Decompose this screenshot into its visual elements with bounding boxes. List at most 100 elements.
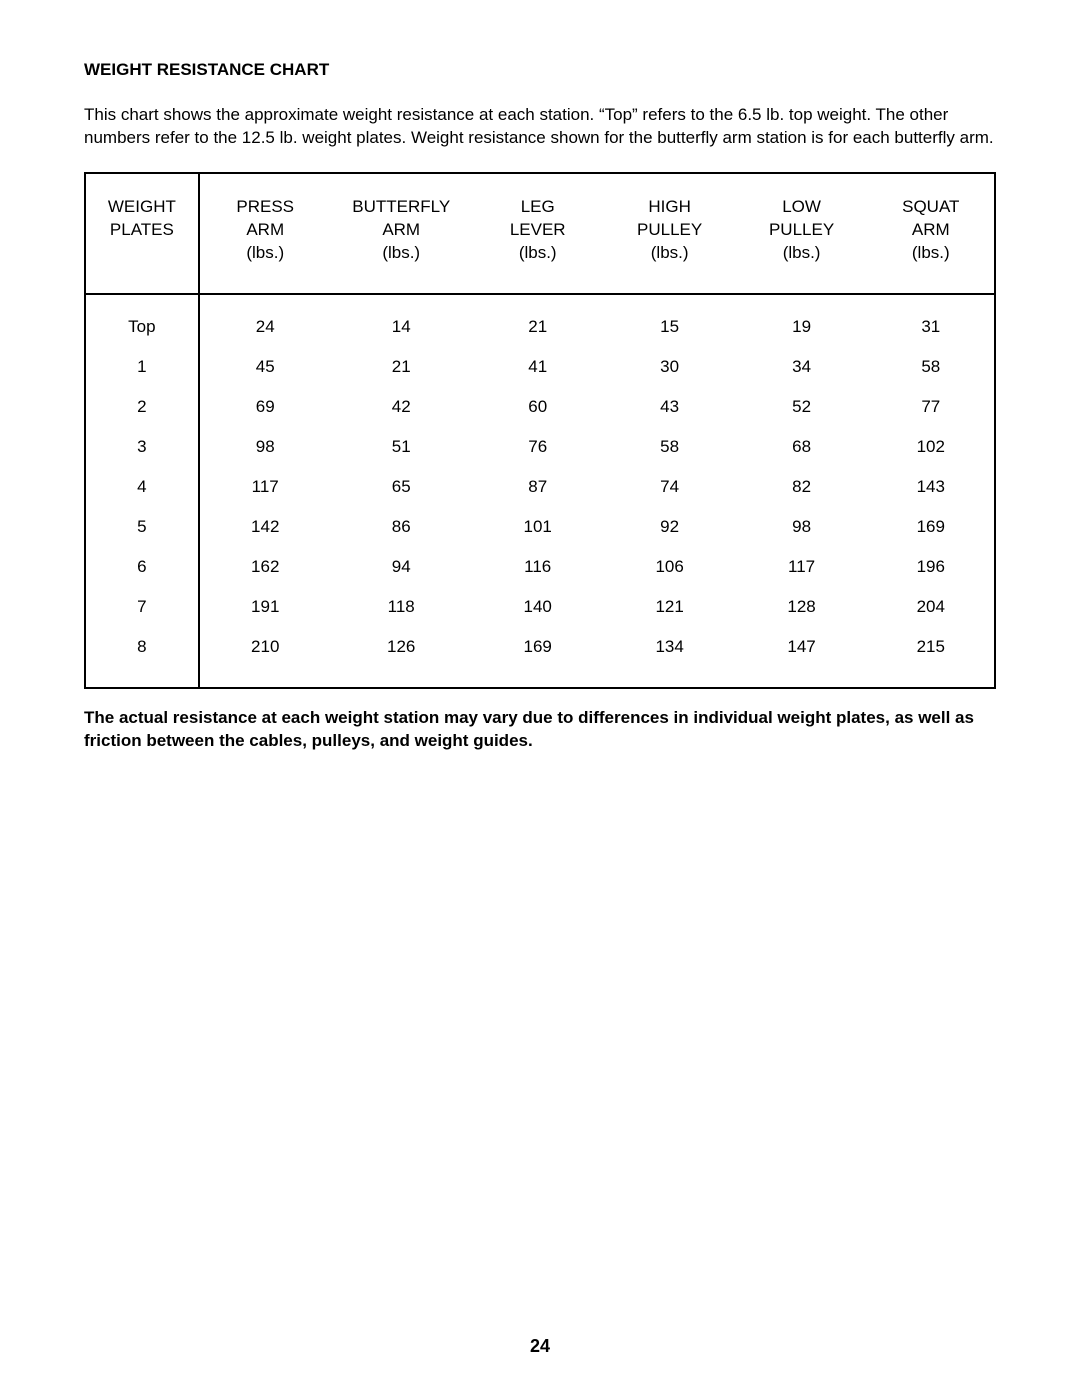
table-cell: 31 (868, 294, 995, 347)
table-cell: 87 (472, 467, 604, 507)
table-cell: 7 (85, 587, 199, 627)
table-cell: 126 (331, 627, 472, 688)
header-line: (lbs.) (246, 243, 284, 262)
header-line: LOW (782, 197, 821, 216)
table-cell: 21 (331, 347, 472, 387)
table-cell: 1 (85, 347, 199, 387)
header-line: WEIGHT (108, 197, 176, 216)
table-cell: 41 (472, 347, 604, 387)
header-line: HIGH (648, 197, 691, 216)
table-cell: 86 (331, 507, 472, 547)
table-row: 411765877482143 (85, 467, 995, 507)
table-cell: 43 (604, 387, 736, 427)
table-cell: 191 (199, 587, 331, 627)
table-cell: 98 (736, 507, 868, 547)
table-row: 8210126169134147215 (85, 627, 995, 688)
table-header-cell: BUTTERFLY ARM (lbs.) (331, 173, 472, 294)
header-line: PLATES (110, 220, 174, 239)
weight-resistance-table: WEIGHT PLATES PRESS ARM (lbs.) BUTTERFLY… (84, 172, 996, 689)
table-cell: 169 (868, 507, 995, 547)
table-cell: 76 (472, 427, 604, 467)
table-row: 39851765868102 (85, 427, 995, 467)
table-cell: 140 (472, 587, 604, 627)
page-number: 24 (0, 1336, 1080, 1357)
table-header-row: WEIGHT PLATES PRESS ARM (lbs.) BUTTERFLY… (85, 173, 995, 294)
chart-intro: This chart shows the approximate weight … (84, 104, 996, 150)
header-line: (lbs.) (912, 243, 950, 262)
table-cell: 128 (736, 587, 868, 627)
table-row: 1452141303458 (85, 347, 995, 387)
table-cell: 69 (199, 387, 331, 427)
header-line: PRESS (236, 197, 294, 216)
table-header-cell: LOW PULLEY (lbs.) (736, 173, 868, 294)
header-line: LEG (521, 197, 555, 216)
table-cell: 98 (199, 427, 331, 467)
header-line: ARM (246, 220, 284, 239)
header-line: ARM (382, 220, 420, 239)
table-cell: 58 (604, 427, 736, 467)
table-cell: 45 (199, 347, 331, 387)
table-cell: 6 (85, 547, 199, 587)
table-cell: 14 (331, 294, 472, 347)
header-line: (lbs.) (519, 243, 557, 262)
header-line: (lbs.) (651, 243, 689, 262)
table-cell: 121 (604, 587, 736, 627)
table-header-cell: LEG LEVER (lbs.) (472, 173, 604, 294)
table-header-cell: HIGH PULLEY (lbs.) (604, 173, 736, 294)
table-cell: 8 (85, 627, 199, 688)
header-line: BUTTERFLY (352, 197, 450, 216)
table-cell: 4 (85, 467, 199, 507)
table-cell: 116 (472, 547, 604, 587)
table-header-cell: PRESS ARM (lbs.) (199, 173, 331, 294)
table-cell: 19 (736, 294, 868, 347)
table-cell: 74 (604, 467, 736, 507)
table-cell: 24 (199, 294, 331, 347)
table-cell: 118 (331, 587, 472, 627)
table-cell: 58 (868, 347, 995, 387)
header-line: LEVER (510, 220, 566, 239)
table-cell: 101 (472, 507, 604, 547)
header-line: PULLEY (769, 220, 834, 239)
table-cell: 15 (604, 294, 736, 347)
header-line: PULLEY (637, 220, 702, 239)
table-cell: 5 (85, 507, 199, 547)
table-cell: 196 (868, 547, 995, 587)
header-line: (lbs.) (382, 243, 420, 262)
chart-title: WEIGHT RESISTANCE CHART (84, 60, 996, 80)
table-header-cell: SQUAT ARM (lbs.) (868, 173, 995, 294)
table-cell: 30 (604, 347, 736, 387)
table-cell: 92 (604, 507, 736, 547)
table-cell: 204 (868, 587, 995, 627)
table-cell: 42 (331, 387, 472, 427)
table-cell: 117 (199, 467, 331, 507)
table-cell: 147 (736, 627, 868, 688)
header-line: (lbs.) (783, 243, 821, 262)
table-cell: 117 (736, 547, 868, 587)
table-body: Top2414211519311452141303458269426043527… (85, 294, 995, 688)
table-cell: 102 (868, 427, 995, 467)
table-cell: 68 (736, 427, 868, 467)
table-row: 616294116106117196 (85, 547, 995, 587)
table-cell: 82 (736, 467, 868, 507)
header-line: ARM (912, 220, 950, 239)
table-cell: 21 (472, 294, 604, 347)
table-header-cell: WEIGHT PLATES (85, 173, 199, 294)
table-cell: 51 (331, 427, 472, 467)
table-cell: Top (85, 294, 199, 347)
table-cell: 34 (736, 347, 868, 387)
table-row: 2694260435277 (85, 387, 995, 427)
table-cell: 65 (331, 467, 472, 507)
table-cell: 2 (85, 387, 199, 427)
table-cell: 143 (868, 467, 995, 507)
table-row: 7191118140121128204 (85, 587, 995, 627)
table-cell: 94 (331, 547, 472, 587)
table-cell: 142 (199, 507, 331, 547)
table-cell: 162 (199, 547, 331, 587)
table-cell: 60 (472, 387, 604, 427)
table-cell: 52 (736, 387, 868, 427)
table-cell: 210 (199, 627, 331, 688)
chart-footnote: The actual resistance at each weight sta… (84, 707, 996, 753)
table-cell: 134 (604, 627, 736, 688)
table-cell: 3 (85, 427, 199, 467)
table-cell: 106 (604, 547, 736, 587)
